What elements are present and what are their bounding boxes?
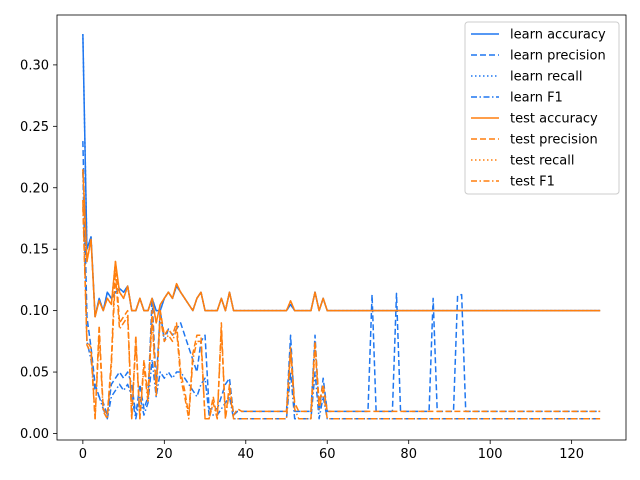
legend-label: test accuracy (510, 112, 598, 127)
axes-frame (56, 14, 627, 441)
series-line-test-f1 (82, 206, 601, 420)
legend-label: test precision (510, 133, 598, 148)
y-tick-label: 0.30 (20, 58, 49, 73)
x-tick-label: 40 (238, 447, 255, 462)
legend-label: test recall (510, 154, 575, 169)
series-line-test-accuracy (82, 169, 601, 324)
legend-label: learn accuracy (510, 28, 606, 43)
y-tick-label: 0.10 (20, 304, 49, 319)
legend-label: learn F1 (510, 91, 563, 106)
x-tick-label: 60 (319, 447, 336, 462)
y-tick-label: 0.00 (20, 427, 49, 442)
legend-label: learn recall (510, 70, 582, 85)
legend-label: learn precision (510, 49, 606, 64)
y-tick-label: 0.20 (20, 181, 49, 196)
x-tick-label: 0 (79, 447, 87, 462)
legend: learn accuracy learn precision learn recal… (464, 21, 620, 195)
legend-box (464, 21, 620, 195)
x-tick-label: 80 (400, 447, 417, 462)
y-tick-label: 0.15 (20, 243, 49, 258)
legend-label: test F1 (510, 175, 555, 190)
series-line-test-precision (82, 200, 601, 420)
x-tick-label: 20 (156, 447, 173, 462)
y-tick-label: 0.05 (20, 366, 49, 381)
x-tick-label: 120 (559, 447, 584, 462)
axes: 0 20 40 60 80 100 120 0.00 0.05 0.10 0.15 0.20 0.25 0… (20, 14, 627, 462)
x-tick-label: 100 (478, 447, 503, 462)
series-lines (82, 34, 601, 420)
y-tick-label: 0.25 (20, 120, 49, 135)
